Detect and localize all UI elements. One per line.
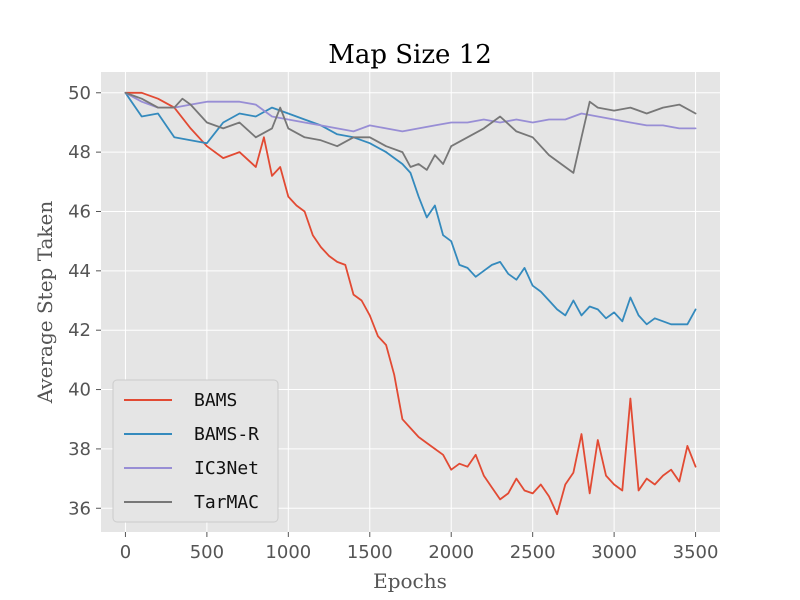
y-tick-label: 42 [68, 320, 91, 341]
y-tick-label: 38 [68, 439, 91, 460]
x-axis-ticks: 0 500 1000 1500 2000 2500 3000 3500 [120, 532, 719, 563]
y-tick-label: 44 [68, 261, 91, 282]
x-tick-label: 2500 [510, 542, 556, 563]
x-tick-label: 2000 [428, 542, 474, 563]
x-axis-label: Epochs [373, 569, 447, 593]
series-lines [124, 91, 697, 516]
y-axis-ticks: 36 38 40 42 44 46 48 50 [68, 83, 101, 519]
x-tick-label: 500 [190, 542, 224, 563]
x-tick-label: 1000 [265, 542, 311, 563]
legend-box [112, 379, 279, 523]
legend-label-bams-r: BAMS-R [194, 424, 259, 445]
series-line-tarmac [124, 91, 697, 174]
legend-label-ic3net: IC3Net [194, 458, 259, 479]
y-tick-label: 46 [68, 201, 91, 222]
legend-label-tarmac: TarMAC [194, 492, 259, 513]
x-tick-label: 1500 [347, 542, 393, 563]
x-tick-label: 3000 [591, 542, 637, 563]
x-tick-label: 0 [120, 542, 131, 563]
y-axis-label: Average Step Taken [33, 201, 57, 405]
legend: BAMS BAMS-R IC3Net TarMAC [112, 379, 279, 523]
chart-title: Map Size 12 [328, 40, 492, 70]
series-line-bams-r [124, 91, 697, 326]
series-line-bams [124, 91, 697, 516]
y-tick-label: 50 [68, 83, 91, 104]
y-tick-label: 48 [68, 142, 91, 163]
x-tick-label: 3500 [673, 542, 719, 563]
legend-label-bams: BAMS [194, 390, 237, 411]
y-tick-label: 36 [68, 498, 91, 519]
y-tick-label: 40 [68, 380, 91, 401]
series-line-ic3net [124, 91, 697, 133]
